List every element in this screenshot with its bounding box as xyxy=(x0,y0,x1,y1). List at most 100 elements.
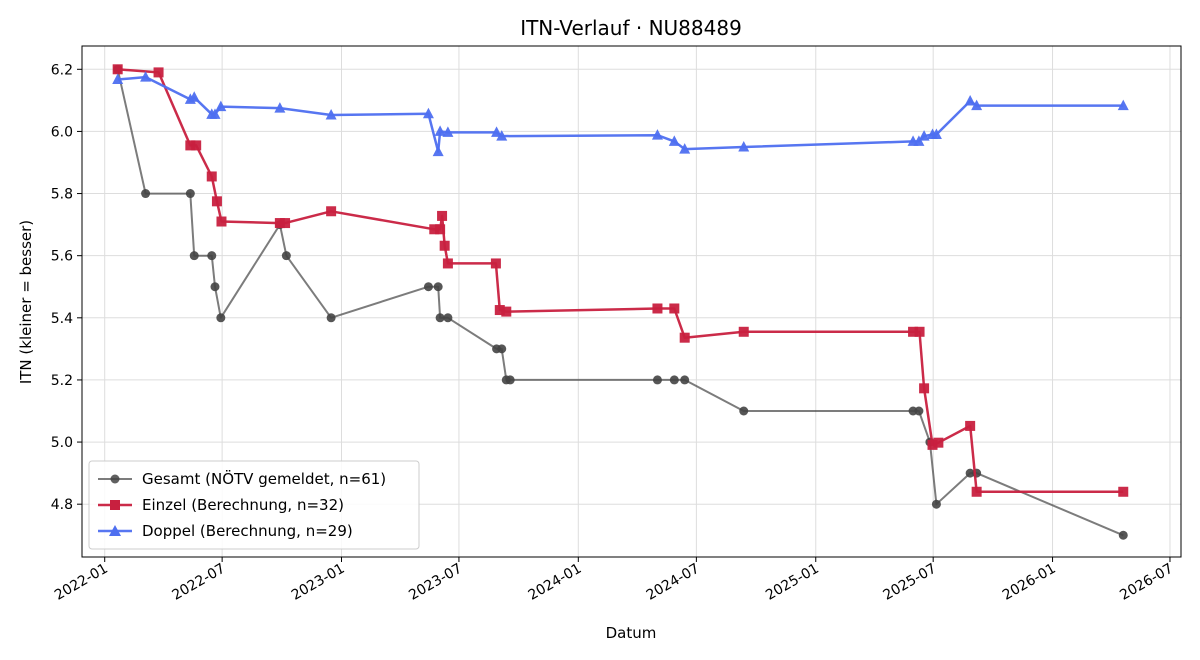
legend-label-einzel: Einzel (Berechnung, n=32) xyxy=(142,496,344,514)
data-point-einzel xyxy=(211,196,222,207)
legend-entry-einzel: Einzel (Berechnung, n=32) xyxy=(98,496,344,514)
legend-marker-doppel xyxy=(109,525,121,536)
data-point-gesamt xyxy=(914,406,924,416)
y-tick-label: 6.2 xyxy=(51,62,73,78)
data-point-doppel xyxy=(422,107,434,119)
data-point-einzel xyxy=(274,218,285,229)
legend-marker-einzel xyxy=(110,500,120,510)
data-point-doppel xyxy=(964,94,976,106)
data-point-doppel xyxy=(668,135,680,146)
series-doppel xyxy=(112,71,1129,157)
data-point-einzel xyxy=(914,326,925,337)
data-point-doppel xyxy=(112,73,124,85)
data-point-einzel xyxy=(908,326,919,337)
data-point-einzel xyxy=(965,420,976,431)
data-point-einzel xyxy=(1118,486,1129,497)
data-point-doppel xyxy=(442,126,454,137)
data-point-doppel xyxy=(209,108,221,119)
data-point-doppel xyxy=(918,130,930,141)
data-point-doppel xyxy=(1117,99,1129,111)
data-point-einzel xyxy=(429,224,440,235)
data-point-doppel xyxy=(651,129,663,140)
data-point-einzel xyxy=(185,140,196,151)
data-point-einzel xyxy=(442,258,453,269)
data-point-einzel xyxy=(490,258,501,269)
data-point-einzel xyxy=(280,218,291,229)
data-point-doppel xyxy=(491,126,503,137)
data-point-doppel xyxy=(971,99,983,111)
y-tick-label: 5.2 xyxy=(51,373,73,389)
legend-entry-gesamt: Gesamt (NÖTV gemeldet, n=61) xyxy=(98,469,386,488)
data-point-gesamt xyxy=(739,406,749,416)
data-point-doppel xyxy=(738,140,750,152)
data-point-gesamt xyxy=(435,313,445,323)
data-point-gesamt xyxy=(680,375,690,385)
data-point-gesamt xyxy=(216,313,226,323)
data-point-einzel xyxy=(435,224,446,235)
data-point-gesamt xyxy=(141,189,151,199)
data-point-doppel xyxy=(913,135,925,146)
data-point-einzel xyxy=(216,216,227,227)
plot-frame xyxy=(81,45,1182,558)
data-point-doppel xyxy=(496,130,508,141)
data-point-gesamt xyxy=(965,468,975,478)
data-point-gesamt xyxy=(210,282,220,292)
data-point-einzel xyxy=(501,306,512,317)
series-einzel xyxy=(112,64,1129,497)
data-point-gesamt xyxy=(669,375,679,385)
data-point-einzel xyxy=(112,64,123,75)
y-tick-label: 5.6 xyxy=(51,249,73,265)
data-point-doppel xyxy=(215,100,227,112)
data-point-doppel xyxy=(325,108,337,120)
data-point-gesamt xyxy=(443,313,453,323)
legend: Gesamt (NÖTV gemeldet, n=61) Einzel (Ber… xyxy=(88,460,420,550)
y-tick-label: 5.4 xyxy=(51,311,73,327)
y-tick-label: 5.8 xyxy=(51,187,73,203)
data-point-doppel xyxy=(434,125,446,136)
data-point-gesamt xyxy=(497,344,507,354)
y-axis: 4.8 5.0 5.2 5.4 5.6 5.8 6.0 6.2 xyxy=(51,62,82,513)
series-layer xyxy=(112,64,1129,540)
data-point-einzel xyxy=(439,240,450,251)
data-point-einzel xyxy=(191,140,202,151)
data-point-gesamt xyxy=(505,375,515,385)
data-point-doppel xyxy=(432,145,444,157)
data-point-gesamt xyxy=(185,189,195,199)
legend-label-doppel: Doppel (Berechnung, n=29) xyxy=(142,522,353,540)
data-point-doppel xyxy=(274,102,286,113)
x-axis-label: Datum xyxy=(606,624,657,642)
data-point-gesamt xyxy=(652,375,662,385)
data-point-einzel xyxy=(738,326,749,337)
data-point-einzel xyxy=(971,486,982,497)
data-point-einzel xyxy=(206,171,217,182)
data-point-einzel xyxy=(919,383,930,394)
data-point-einzel xyxy=(652,303,663,314)
data-point-einzel xyxy=(153,67,164,78)
data-point-gesamt xyxy=(423,282,433,292)
data-point-gesamt xyxy=(931,499,941,509)
legend-entry-doppel: Doppel (Berechnung, n=29) xyxy=(98,522,353,540)
data-point-gesamt xyxy=(1118,530,1128,540)
y-tick-label: 4.8 xyxy=(51,497,73,513)
data-point-einzel xyxy=(326,206,337,217)
legend-box xyxy=(88,460,420,550)
data-point-einzel xyxy=(669,303,680,314)
y-tick-label: 5.0 xyxy=(51,435,73,451)
data-point-einzel xyxy=(927,439,938,450)
data-point-einzel xyxy=(679,332,690,343)
legend-label-gesamt: Gesamt (NÖTV gemeldet, n=61) xyxy=(142,469,386,488)
data-point-einzel xyxy=(437,210,448,221)
legend-marker-gesamt xyxy=(110,474,120,484)
chart-title: ITN-Verlauf · NU88489 xyxy=(520,16,742,40)
data-point-gesamt xyxy=(326,313,336,323)
data-point-gesamt xyxy=(189,251,199,261)
data-point-gesamt xyxy=(207,251,217,261)
data-point-gesamt xyxy=(281,251,291,261)
y-tick-label: 6.0 xyxy=(51,124,73,140)
data-point-doppel xyxy=(188,91,200,102)
y-axis-label: ITN (kleiner = besser) xyxy=(17,220,35,384)
data-point-einzel xyxy=(933,437,944,448)
data-point-einzel xyxy=(494,305,505,316)
